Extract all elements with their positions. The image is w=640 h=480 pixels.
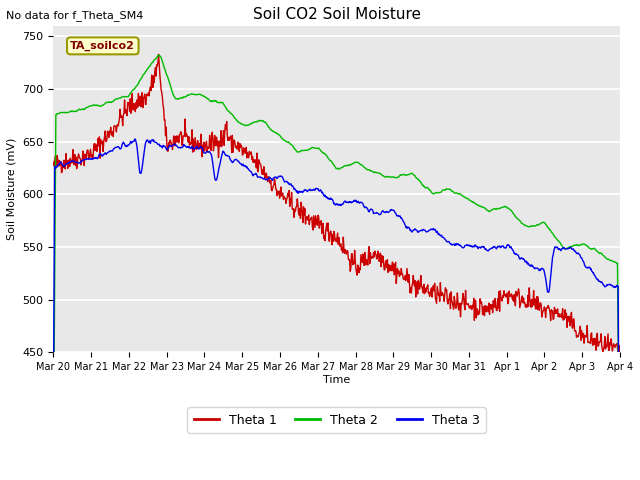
Legend: Theta 1, Theta 2, Theta 3: Theta 1, Theta 2, Theta 3 [188,408,486,433]
Y-axis label: Soil Moisture (mV): Soil Moisture (mV) [7,138,17,240]
Text: No data for f_Theta_SM4: No data for f_Theta_SM4 [6,10,144,21]
Title: Soil CO2 Soil Moisture: Soil CO2 Soil Moisture [253,7,420,22]
Text: TA_soilco2: TA_soilco2 [70,41,135,51]
X-axis label: Time: Time [323,375,350,385]
